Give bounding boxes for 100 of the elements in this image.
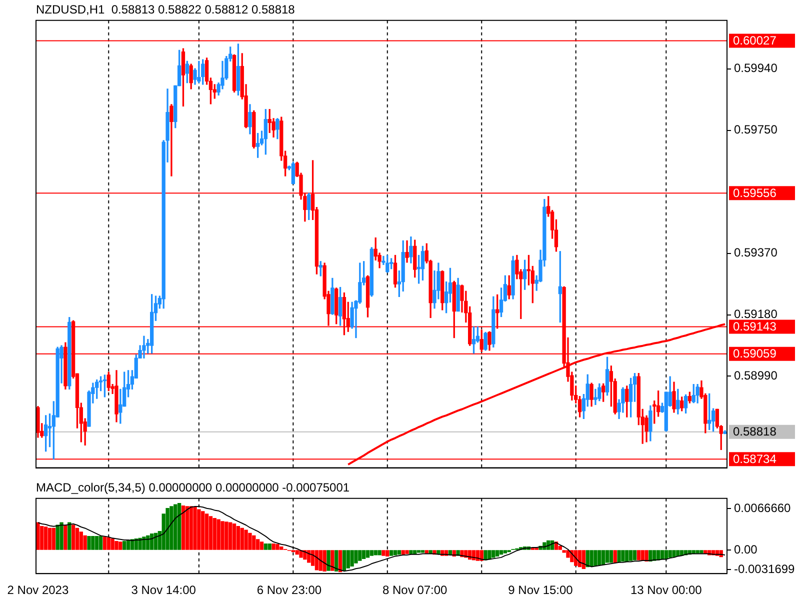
bar bbox=[374, 550, 378, 556]
bar bbox=[166, 508, 170, 550]
chart-title: NZDUSD,H1 0.58813 0.58822 0.58812 0.58818 bbox=[36, 2, 296, 17]
bar bbox=[170, 506, 174, 550]
bar bbox=[362, 550, 366, 560]
bar bbox=[625, 550, 629, 562]
bar bbox=[499, 550, 504, 555]
bar bbox=[416, 550, 421, 553]
bar bbox=[617, 550, 621, 562]
bar bbox=[310, 550, 315, 566]
bar bbox=[295, 550, 299, 555]
candlestick bbox=[197, 60, 201, 84]
bar bbox=[558, 546, 562, 550]
bar bbox=[566, 550, 570, 558]
bar bbox=[636, 550, 640, 560]
bar bbox=[322, 550, 326, 572]
bar bbox=[420, 550, 425, 553]
bar bbox=[40, 526, 44, 550]
bar bbox=[272, 543, 276, 550]
bar bbox=[216, 519, 220, 550]
bar bbox=[236, 526, 240, 550]
bar bbox=[492, 550, 496, 558]
bar bbox=[177, 503, 182, 550]
bar bbox=[201, 511, 205, 550]
bar bbox=[582, 550, 586, 569]
bar bbox=[150, 533, 154, 550]
candlestick bbox=[170, 104, 174, 176]
bar bbox=[397, 550, 401, 555]
ref-line-label: 0.58734 bbox=[733, 452, 777, 466]
x-tick-label: 3 Nov 14:00 bbox=[131, 583, 196, 598]
bar bbox=[193, 506, 197, 550]
bar bbox=[64, 525, 68, 550]
bar bbox=[389, 550, 394, 556]
bar bbox=[185, 506, 189, 550]
bar bbox=[126, 540, 130, 550]
bar bbox=[664, 550, 668, 560]
bar bbox=[495, 550, 500, 557]
bar bbox=[601, 550, 606, 565]
bar bbox=[609, 550, 614, 563]
bar bbox=[181, 506, 186, 550]
bar bbox=[488, 550, 492, 560]
bar bbox=[197, 509, 201, 550]
bar bbox=[276, 544, 280, 550]
bar bbox=[204, 514, 209, 550]
bar bbox=[189, 506, 193, 550]
bar bbox=[256, 539, 260, 550]
bar bbox=[668, 550, 672, 558]
bar bbox=[401, 550, 405, 555]
bar bbox=[240, 528, 244, 550]
bar bbox=[95, 536, 99, 550]
candlestick bbox=[142, 336, 146, 358]
bar bbox=[212, 518, 216, 550]
bar bbox=[91, 536, 95, 550]
bar bbox=[628, 550, 633, 561]
ref-line-label: 0.59059 bbox=[733, 346, 777, 361]
ref-line-label: 0.59143 bbox=[733, 320, 777, 334]
bar bbox=[154, 532, 158, 550]
bar bbox=[672, 550, 676, 558]
bar bbox=[613, 550, 617, 563]
bar bbox=[60, 522, 64, 550]
bar bbox=[208, 516, 213, 550]
bar bbox=[248, 532, 252, 550]
bar bbox=[224, 522, 228, 550]
bar bbox=[436, 550, 440, 554]
bar bbox=[220, 521, 224, 550]
x-tick-label: 8 Nov 07:00 bbox=[382, 583, 448, 598]
bar bbox=[56, 524, 60, 550]
bar bbox=[342, 550, 346, 571]
bar bbox=[358, 550, 362, 561]
bar bbox=[640, 550, 644, 561]
bar bbox=[326, 550, 330, 571]
bar bbox=[386, 550, 390, 557]
bar bbox=[334, 550, 338, 572]
bar bbox=[472, 550, 476, 560]
bar bbox=[644, 550, 648, 562]
bar bbox=[354, 550, 358, 564]
bar bbox=[660, 550, 664, 560]
bar bbox=[79, 532, 83, 550]
bar bbox=[244, 530, 248, 550]
bar bbox=[114, 540, 118, 550]
bar bbox=[122, 540, 126, 550]
bar bbox=[110, 538, 114, 550]
bar bbox=[605, 550, 610, 563]
bar bbox=[382, 550, 386, 556]
bar bbox=[252, 535, 256, 550]
bar bbox=[280, 546, 284, 550]
ref-line-label: 0.60027 bbox=[733, 34, 777, 48]
bar bbox=[648, 550, 652, 562]
bar bbox=[71, 524, 76, 550]
y-tick-label: -0.0031699 bbox=[734, 562, 796, 576]
bar bbox=[118, 542, 122, 550]
bar bbox=[102, 536, 107, 550]
bar bbox=[413, 550, 417, 554]
bar bbox=[586, 550, 590, 568]
y-tick-label: 0.0066660 bbox=[734, 500, 792, 515]
bar bbox=[87, 536, 91, 550]
bar bbox=[228, 522, 232, 550]
bar bbox=[260, 542, 264, 550]
y-tick-label: 0.59940 bbox=[734, 61, 778, 76]
bar bbox=[656, 550, 660, 560]
